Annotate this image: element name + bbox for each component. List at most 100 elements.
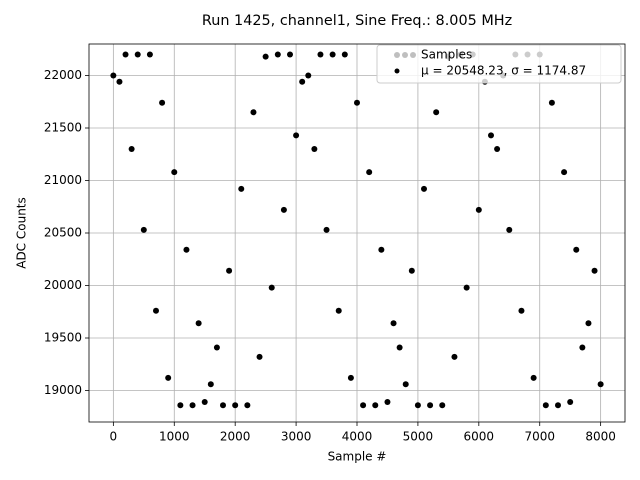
data-point: [183, 246, 190, 253]
data-point: [475, 206, 482, 213]
data-point: [293, 132, 300, 139]
data-point: [213, 344, 220, 351]
x-tick-label: 6000: [464, 430, 495, 444]
data-point: [573, 246, 580, 253]
data-point: [366, 169, 373, 176]
data-point: [274, 51, 281, 58]
y-tick-label: 19000: [44, 383, 82, 397]
data-point: [177, 402, 184, 409]
data-point: [433, 109, 440, 116]
data-point: [317, 51, 324, 58]
legend-annotation: μ = 20548.23, σ = 1174.87: [421, 64, 586, 78]
data-point: [238, 185, 245, 192]
data-point: [414, 402, 421, 409]
data-point: [341, 51, 348, 58]
data-point: [354, 99, 360, 106]
legend-label: Samples: [421, 48, 472, 62]
x-tick-label: 0: [110, 430, 118, 444]
data-point: [299, 78, 306, 85]
data-point: [159, 99, 166, 106]
data-point: [140, 226, 147, 233]
data-point: [494, 146, 501, 152]
data-point: [189, 402, 196, 409]
data-point: [548, 99, 555, 106]
data-point: [567, 399, 574, 406]
data-point: [323, 226, 330, 233]
data-point: [256, 353, 263, 360]
data-point: [329, 51, 336, 58]
data-point: [408, 267, 415, 274]
legend-marker: [402, 52, 408, 58]
chart-title: Run 1425, channel1, Sine Freq.: 8.005 MH…: [202, 13, 512, 29]
data-point: [439, 402, 446, 409]
y-axis-label: ADC Counts: [15, 197, 29, 269]
y-tick-label: 20000: [44, 278, 82, 292]
legend-marker: [410, 52, 416, 58]
data-point: [421, 185, 427, 192]
data-point: [220, 402, 226, 409]
data-point: [579, 344, 586, 351]
data-point: [262, 53, 269, 60]
data-point: [335, 307, 342, 314]
data-point: [384, 399, 391, 406]
y-tick-label: 22000: [44, 68, 82, 82]
x-tick-label: 3000: [281, 430, 312, 444]
x-axis-label: Sample #: [328, 450, 387, 464]
data-point: [372, 402, 379, 409]
data-point: [585, 320, 592, 327]
x-tick-label: 8000: [585, 430, 616, 444]
data-point: [165, 374, 172, 381]
data-point: [360, 402, 367, 409]
data-point: [226, 267, 233, 274]
data-point: [305, 72, 312, 79]
data-point: [153, 307, 159, 314]
data-point: [116, 78, 123, 85]
plot-frame: [88, 43, 626, 423]
x-tick-label: 1000: [159, 430, 190, 444]
x-tick-label: 4000: [342, 430, 373, 444]
data-point: [110, 72, 117, 79]
data-point: [128, 146, 135, 152]
legend: Samples μ = 20548.23, σ = 1174.87: [376, 44, 622, 84]
data-point: [396, 344, 403, 351]
data-point: [146, 51, 153, 58]
y-tick-label: 19500: [44, 331, 82, 345]
legend-box: [376, 44, 622, 84]
data-point: [518, 307, 525, 314]
data-point: [378, 246, 385, 253]
legend-marker: [394, 68, 400, 74]
data-point: [122, 51, 129, 58]
data-point: [195, 320, 202, 327]
data-point: [427, 402, 434, 409]
data-point: [488, 132, 494, 139]
data-point: [597, 381, 604, 388]
data-point: [134, 51, 141, 58]
data-point: [207, 381, 214, 388]
data-point: [530, 374, 537, 381]
data-point: [506, 226, 513, 233]
data-point: [561, 169, 568, 176]
data-point: [390, 320, 397, 327]
data-point: [402, 381, 409, 388]
y-tick-label: 21500: [44, 121, 82, 135]
x-tick-label: 2000: [220, 430, 251, 444]
data-point: [451, 353, 458, 360]
data-point: [555, 402, 561, 409]
data-point: [268, 284, 275, 291]
x-tick-label: 7000: [524, 430, 555, 444]
data-point: [463, 284, 470, 291]
x-tick-label: 5000: [403, 430, 434, 444]
data-point: [201, 399, 208, 406]
data-point: [244, 402, 251, 409]
y-tick-label: 21000: [44, 173, 82, 187]
legend-marker: [394, 52, 400, 58]
data-point: [287, 51, 293, 58]
data-point: [280, 206, 287, 213]
data-point: [311, 146, 318, 152]
data-point: [591, 267, 598, 274]
y-tick-label: 20500: [44, 226, 82, 240]
data-point: [542, 402, 549, 409]
data-point: [347, 374, 354, 381]
data-point: [171, 169, 178, 176]
